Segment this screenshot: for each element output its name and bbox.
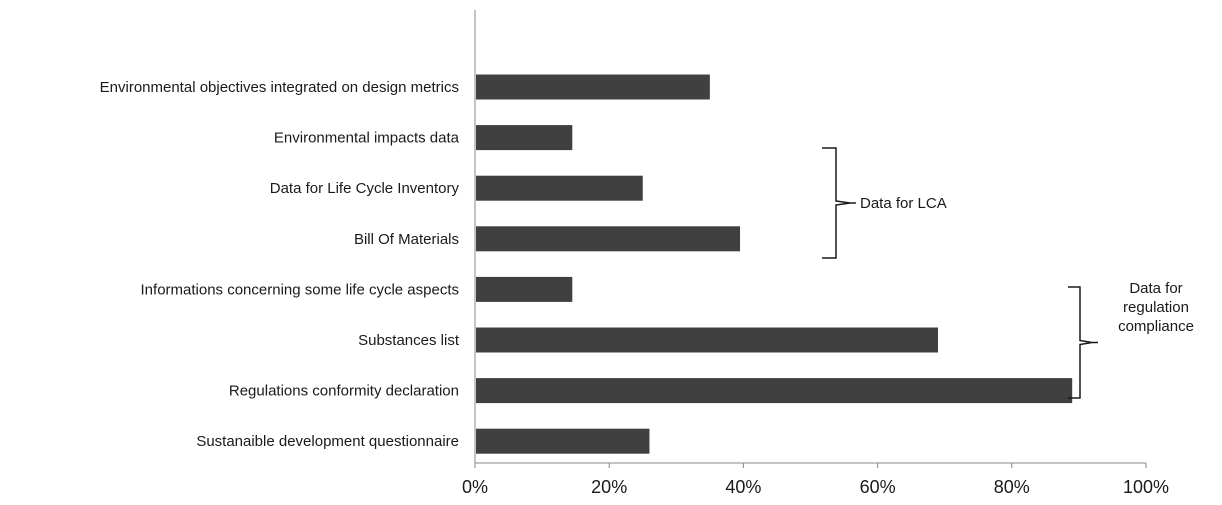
bar (476, 378, 1073, 404)
category-label: Informations concerning some life cycle … (141, 281, 459, 298)
bar (476, 74, 710, 100)
x-tick-label: 40% (725, 477, 761, 497)
category-label: Bill Of Materials (354, 231, 459, 248)
x-axis-ticks: 0% 20% 40% 60% 80% 100% (462, 463, 1169, 497)
bar (476, 125, 573, 151)
x-tick-label: 80% (994, 477, 1030, 497)
category-label: Regulations conformity declaration (229, 383, 459, 400)
regulation-annotation-label: Data for regulation compliance (1118, 280, 1194, 335)
x-tick-label: 20% (591, 477, 627, 497)
x-tick-label: 100% (1123, 477, 1169, 497)
category-label: Environmental objectives integrated on d… (100, 79, 459, 96)
x-tick-label: 0% (462, 477, 488, 497)
x-tick-label: 60% (860, 477, 896, 497)
category-label: Data for Life Cycle Inventory (270, 180, 460, 197)
category-labels: Environmental objectives integrated on d… (100, 79, 460, 450)
category-label: Sustanaible development questionnaire (196, 433, 459, 450)
bar (476, 276, 573, 302)
category-label: Environmental impacts data (274, 130, 460, 147)
category-label: Substances list (358, 332, 460, 349)
bar (476, 226, 741, 252)
annotation-brackets: Data for LCA Data for regulation compliance (822, 147, 1194, 399)
bar (476, 428, 650, 454)
bars-layer (476, 74, 1073, 454)
bar (476, 327, 938, 353)
bar (476, 175, 643, 201)
lca-bracket (822, 147, 851, 259)
lca-annotation-label: Data for LCA (860, 195, 947, 212)
